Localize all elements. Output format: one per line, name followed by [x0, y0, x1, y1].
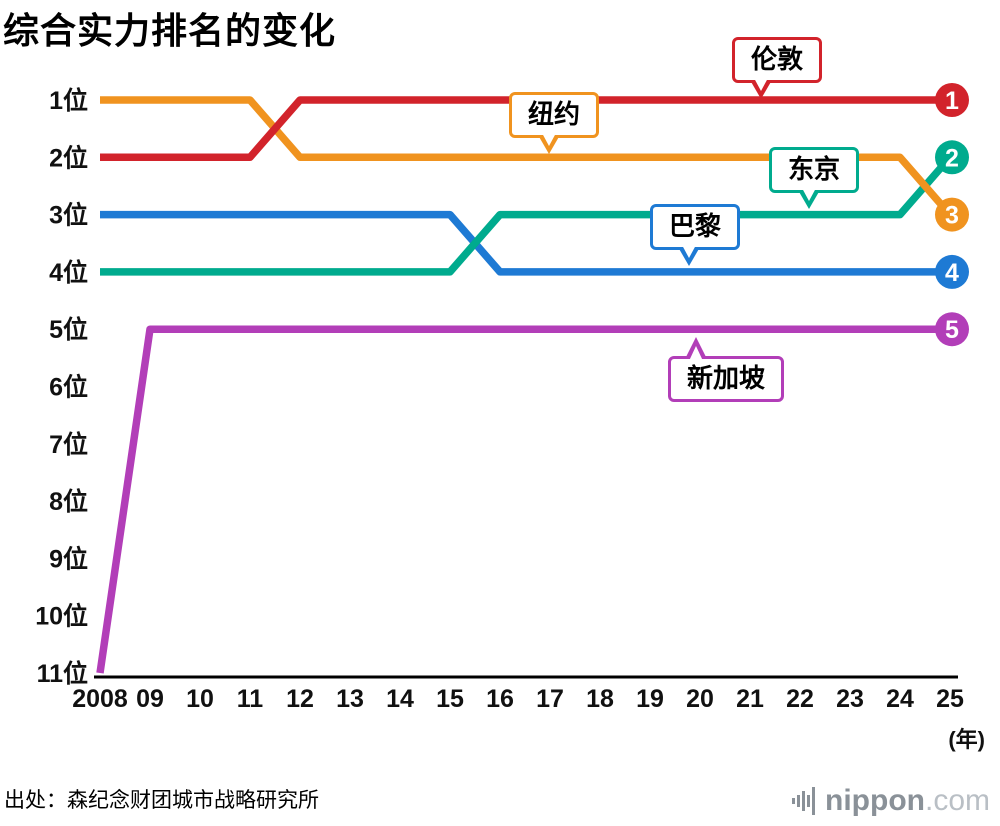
y-tick-label: 10位	[35, 602, 88, 631]
brand-wordmark: nippon.com	[825, 786, 990, 816]
chart-title: 综合实力排名的变化	[3, 10, 337, 51]
x-tick-label: 25	[936, 685, 964, 713]
y-tick-label: 8位	[49, 487, 88, 516]
x-axis-unit: (年)	[948, 727, 985, 752]
y-tick-label: 1位	[49, 86, 88, 115]
x-tick-label: 22	[786, 685, 814, 713]
y-tick-label: 3位	[49, 201, 88, 230]
rank-badge-number: 3	[945, 202, 959, 230]
y-tick-label: 11位	[37, 659, 88, 688]
y-tick-label: 4位	[49, 258, 88, 287]
y-tick-label: 9位	[49, 544, 88, 573]
x-tick-label: 23	[836, 685, 864, 713]
rank-badge-number: 2	[945, 144, 959, 172]
x-tick-label: 16	[486, 685, 514, 713]
brand-domain: .com	[924, 784, 990, 817]
x-tick-label: 09	[136, 685, 164, 713]
y-tick-label: 7位	[49, 430, 88, 459]
y-tick-label: 6位	[49, 373, 88, 402]
series-line	[96, 325, 950, 674]
rank-badge-number: 5	[945, 316, 959, 344]
y-tick-label: 5位	[49, 315, 88, 344]
rank-badge	[935, 254, 969, 289]
x-tick-label: 12	[286, 685, 314, 713]
nippon-logo: nippon.com	[792, 784, 990, 818]
series-line	[100, 210, 950, 276]
rank-badge	[935, 197, 969, 232]
x-tick-label: 13	[336, 685, 364, 713]
x-tick-label: 21	[736, 685, 764, 713]
x-tick-label: 14	[386, 685, 414, 713]
rank-badge	[935, 140, 969, 175]
y-tick-label: 2位	[49, 143, 88, 172]
x-tick-label: 18	[586, 685, 614, 713]
x-tick-label: 20	[686, 685, 714, 713]
audio-wave-icon	[792, 787, 816, 815]
x-tick-label: 19	[636, 685, 664, 713]
x-tick-label: 17	[536, 685, 564, 713]
rank-badge	[935, 83, 969, 117]
series-line	[100, 154, 953, 276]
x-tick-label: 11	[237, 685, 264, 713]
x-tick-label: 24	[886, 685, 914, 713]
source-text: 出处：森纪念财团城市战略研究所	[4, 789, 319, 812]
rank-badge	[935, 312, 969, 347]
x-tick-label: 10	[186, 685, 214, 713]
brand-name: nippon	[825, 784, 925, 817]
x-tick-label: 15	[436, 685, 464, 713]
x-tick-label: 2008	[72, 685, 128, 713]
rank-badge-number: 4	[945, 259, 959, 287]
series-line	[100, 96, 950, 162]
rank-badge-number: 1	[945, 87, 959, 115]
